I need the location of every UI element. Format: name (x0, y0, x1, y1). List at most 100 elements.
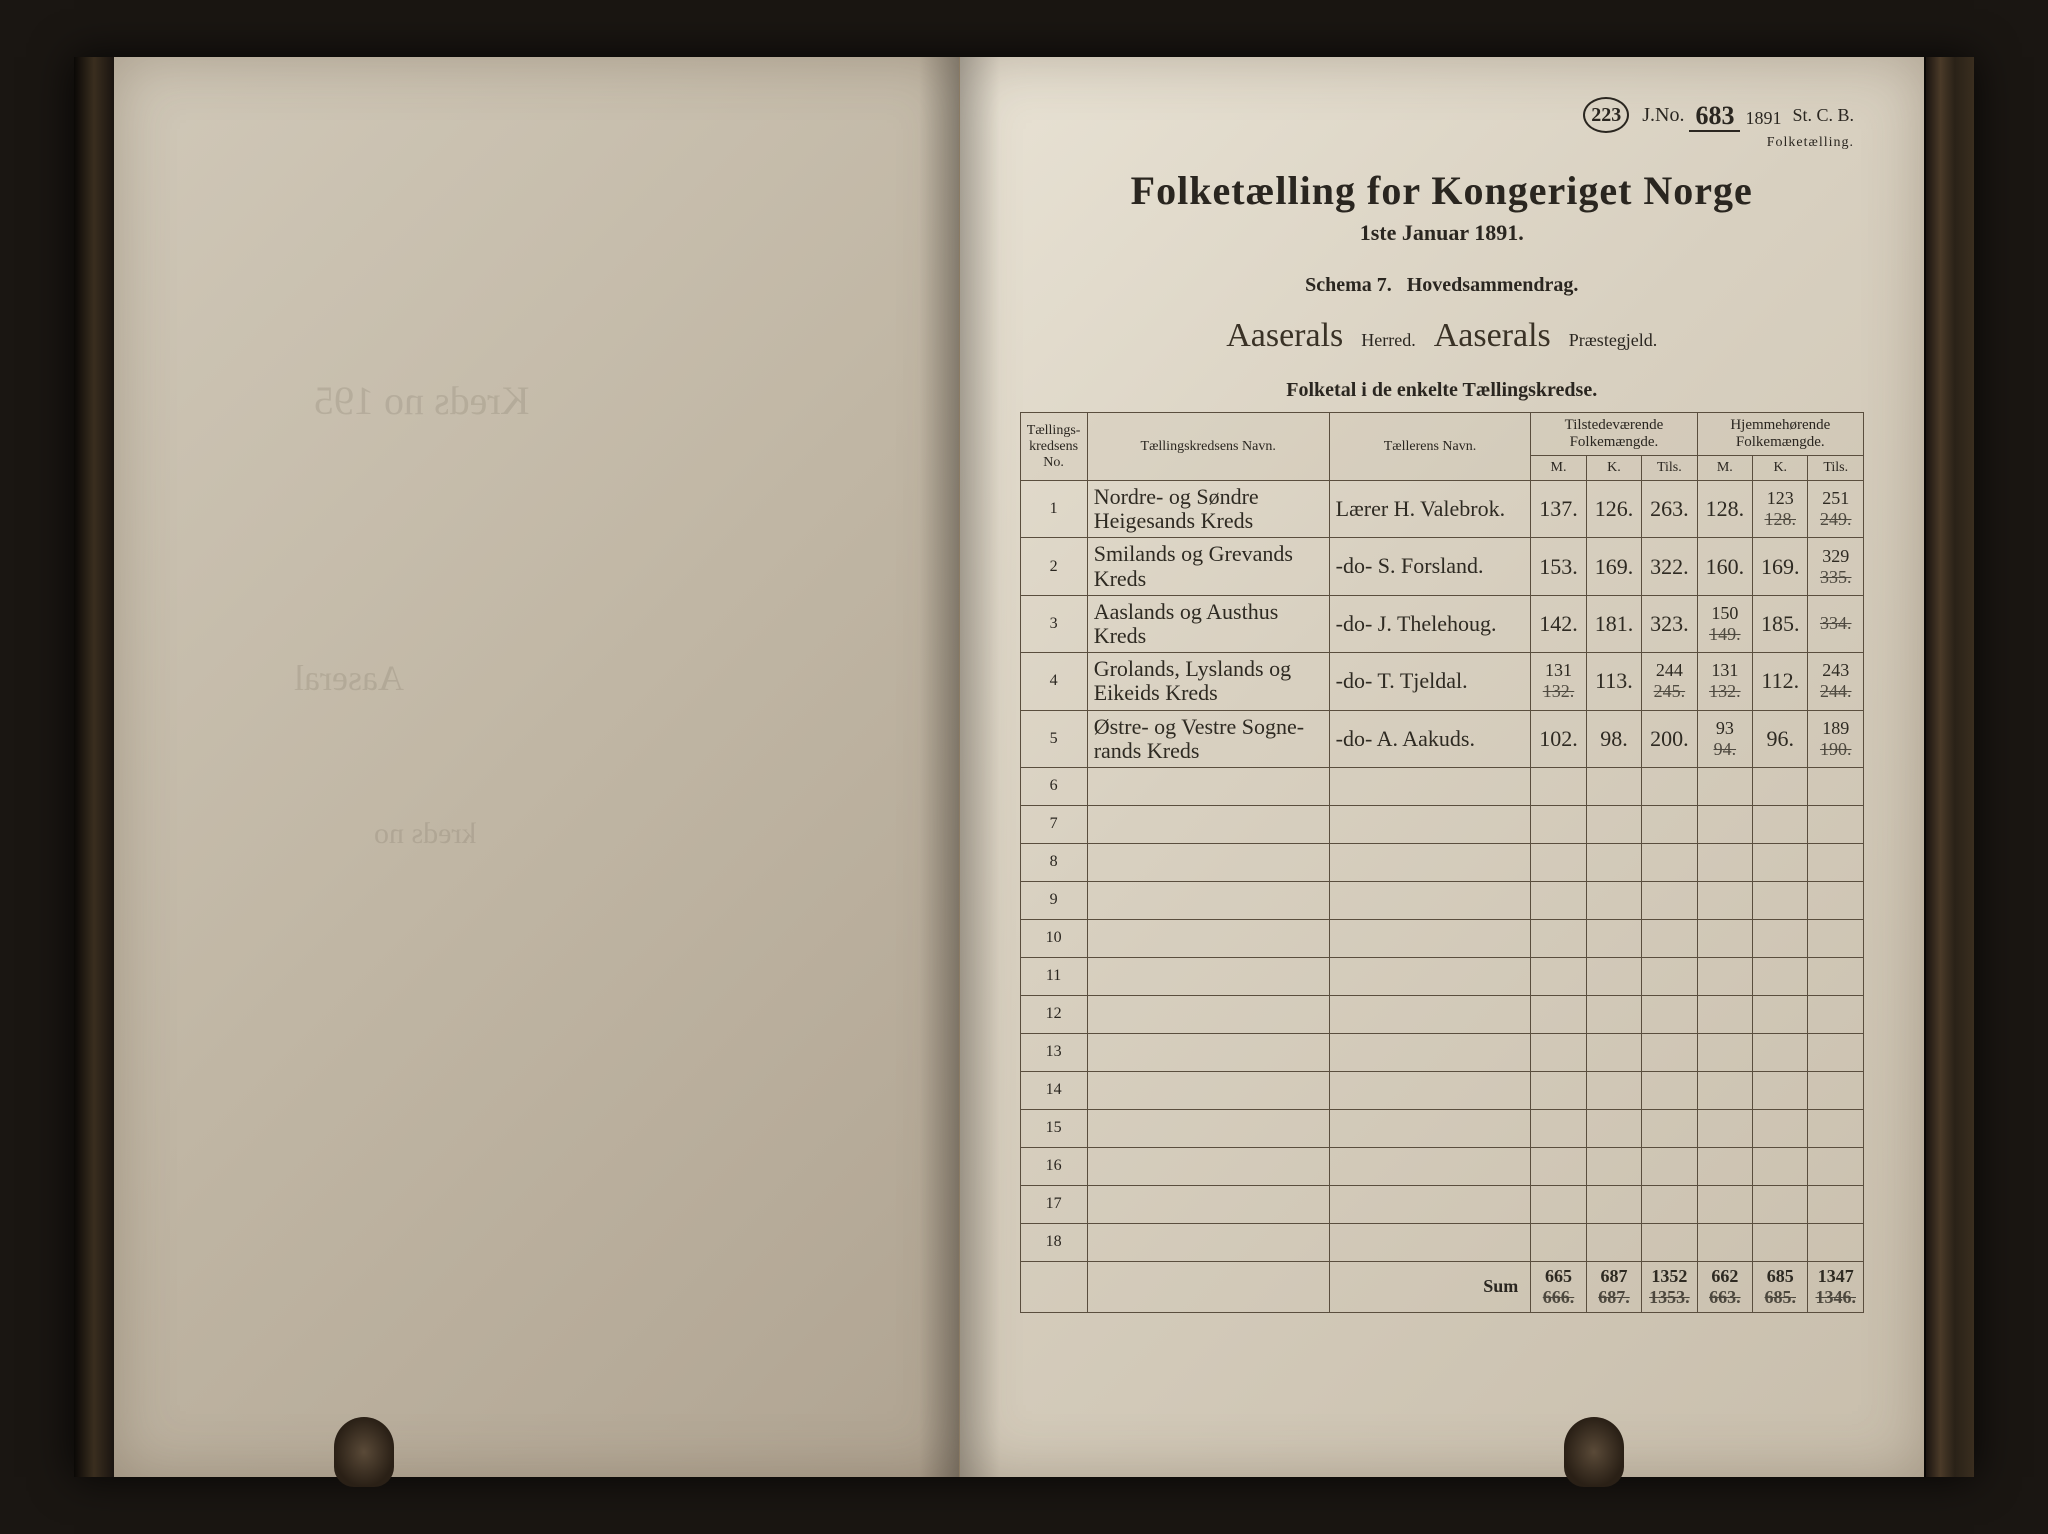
table-row-empty: 13 (1020, 1033, 1864, 1071)
cell-number: 185. (1753, 595, 1808, 652)
corrected-value: 243 (1814, 660, 1857, 681)
cell-row-number: 15 (1020, 1109, 1087, 1147)
cell-number: 189190. (1808, 710, 1864, 767)
cell-empty (1753, 805, 1808, 843)
cell-empty (1087, 957, 1329, 995)
title-block: Folketælling for Kongeriget Norge 1ste J… (1020, 167, 1865, 355)
corrected-value: 244 (1648, 660, 1690, 681)
cell-empty (1329, 1109, 1531, 1147)
cell-row-number: 10 (1020, 919, 1087, 957)
struck-value: 249. (1814, 509, 1857, 530)
cell-empty (1586, 1185, 1641, 1223)
cell-number: 98. (1586, 710, 1641, 767)
prastegjeld-label: Præstegjeld. (1569, 330, 1658, 351)
cell-empty (1697, 1109, 1752, 1147)
th-k: K. (1586, 456, 1641, 481)
book-spine-left (74, 57, 114, 1477)
th-tilstedevaerende: Tilstedeværende Folkemængde. (1531, 413, 1697, 456)
cell-empty (1753, 1223, 1808, 1261)
cell-empty (1087, 767, 1329, 805)
cell-number: 9394. (1697, 710, 1752, 767)
cell-number: 329335. (1808, 538, 1864, 595)
cell-empty (1753, 767, 1808, 805)
cell-empty (1531, 881, 1586, 919)
table-row: 4Grolands, Lyslands og Eikeids Kreds-do-… (1020, 653, 1864, 710)
thumb-shadow (334, 1417, 394, 1487)
cell-empty (1808, 805, 1864, 843)
cell-row-number: 5 (1020, 710, 1087, 767)
corrected-value: 329 (1814, 546, 1857, 567)
cell-empty (1087, 1223, 1329, 1261)
cell-teller-name: Lærer H. Valebrok. (1329, 481, 1531, 538)
jno-fraction: 683 1891 (1689, 103, 1781, 129)
cell-empty (1087, 995, 1329, 1033)
cell-empty (1329, 1033, 1531, 1071)
cell-row-number: 13 (1020, 1033, 1087, 1071)
table-row-empty: 17 (1020, 1185, 1864, 1223)
cell-empty (1329, 1147, 1531, 1185)
cell-empty (1329, 1223, 1531, 1261)
cell-empty (1087, 805, 1329, 843)
table-row: 5Østre- og Vestre Sogne- rands Kreds-do-… (1020, 710, 1864, 767)
cell-empty (1329, 957, 1531, 995)
cell-number: 123128. (1753, 481, 1808, 538)
cell-empty (1020, 1261, 1087, 1312)
cell-empty (1642, 1147, 1697, 1185)
cell-empty (1087, 919, 1329, 957)
th-kreds-no: Tællings- kredsens No. (1020, 413, 1087, 481)
cell-empty (1808, 881, 1864, 919)
stcb-label: St. C. B. (1792, 105, 1854, 125)
cell-kreds-name: Østre- og Vestre Sogne- rands Kreds (1087, 710, 1329, 767)
table-row-empty: 6 (1020, 767, 1864, 805)
corrected-value: 93 (1704, 718, 1746, 739)
herred-value: Aaserals (1226, 317, 1343, 355)
section-title: Folketal i de enkelte Tællingskredse. (1020, 379, 1865, 402)
cell-number: 137. (1531, 481, 1586, 538)
cell-number: 126. (1586, 481, 1641, 538)
folketalling-label: Folketælling. (1583, 135, 1854, 151)
cell-empty (1586, 957, 1641, 995)
cell-empty (1586, 919, 1641, 957)
cell-empty (1531, 1147, 1586, 1185)
cell-row-number: 6 (1020, 767, 1087, 805)
cell-number: 150149. (1697, 595, 1752, 652)
verso-bleed-text: Aaseral (294, 657, 404, 699)
cell-empty (1531, 1033, 1586, 1071)
cell-empty (1808, 767, 1864, 805)
cell-empty (1531, 843, 1586, 881)
corrected-value: 687 (1593, 1266, 1635, 1287)
cell-row-number: 1 (1020, 481, 1087, 538)
cell-empty (1531, 805, 1586, 843)
book-spine-right (1924, 57, 1974, 1477)
cell-row-number: 11 (1020, 957, 1087, 995)
cell-empty (1808, 919, 1864, 957)
census-table: Tællings- kredsens No. Tællingskredsens … (1020, 412, 1865, 1313)
struck-value: 334. (1814, 613, 1857, 634)
cell-number: 131132. (1697, 653, 1752, 710)
cell-empty (1642, 1223, 1697, 1261)
open-book: Kreds no 195 Aaseral kreds no 223 J.No. … (74, 57, 1974, 1477)
cell-empty (1329, 995, 1531, 1033)
left-page: Kreds no 195 Aaseral kreds no (114, 57, 960, 1477)
corrected-value: 123 (1759, 488, 1801, 509)
cell-row-number: 18 (1020, 1223, 1087, 1261)
jno-numerator: 683 (1689, 101, 1740, 132)
cell-empty (1586, 995, 1641, 1033)
cell-empty (1808, 1185, 1864, 1223)
cell-empty (1697, 843, 1752, 881)
cell-empty (1087, 1261, 1329, 1312)
cell-empty (1642, 1109, 1697, 1147)
cell-empty (1642, 805, 1697, 843)
th-hjemmehorende: Hjemmehørende Folkemængde. (1697, 413, 1863, 456)
cell-empty (1753, 1147, 1808, 1185)
cell-kreds-name: Grolands, Lyslands og Eikeids Kreds (1087, 653, 1329, 710)
cell-number: 322. (1642, 538, 1697, 595)
cell-empty (1586, 843, 1641, 881)
cell-empty (1753, 995, 1808, 1033)
cell-empty (1642, 1071, 1697, 1109)
table-row-empty: 7 (1020, 805, 1864, 843)
cell-teller-name: -do- S. Forsland. (1329, 538, 1531, 595)
herred-line: Aaserals Herred. Aaserals Præstegjeld. (1020, 317, 1865, 355)
corrected-value: 665 (1537, 1266, 1579, 1287)
table-row-empty: 15 (1020, 1109, 1864, 1147)
